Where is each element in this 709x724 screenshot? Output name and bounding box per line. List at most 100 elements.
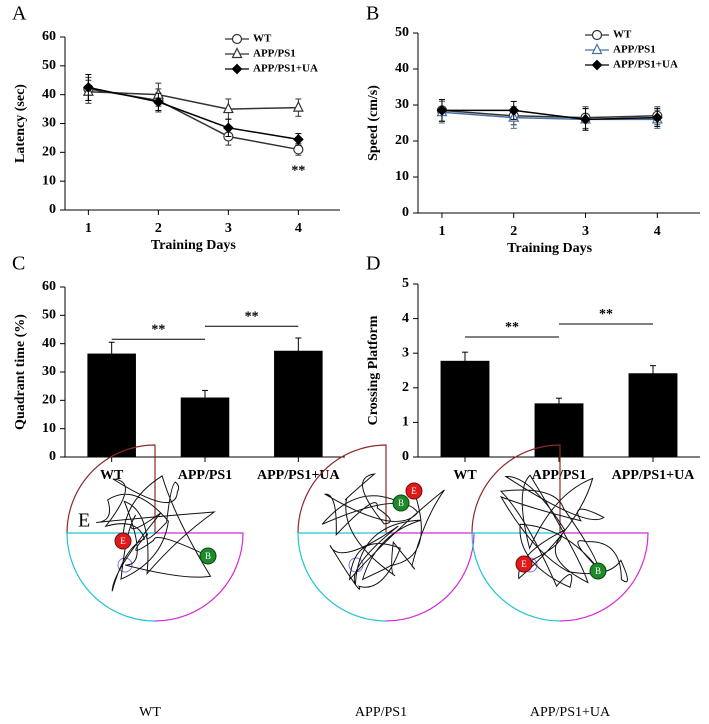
x-tick-label: APP/PS1 <box>178 468 232 483</box>
quadrant-arc <box>154 532 244 622</box>
comparison-label: ** <box>151 322 165 337</box>
y-axis-label: Crossing Platform <box>366 315 381 425</box>
legend-label: APP/PS1+UA <box>253 63 318 75</box>
quadrant-arc <box>471 532 561 622</box>
series-line <box>88 86 299 141</box>
trial-label: WT <box>139 705 161 720</box>
series-line <box>441 109 658 121</box>
series-line <box>88 88 299 151</box>
y-tick-label: 30 <box>42 116 56 131</box>
x-tick-label: WT <box>453 468 477 483</box>
x-tick-label: 4 <box>295 221 302 236</box>
point <box>436 105 448 116</box>
comparison-label: ** <box>505 320 519 335</box>
legend-marker <box>591 59 603 71</box>
quadrant-arc <box>559 532 649 622</box>
series-line <box>441 109 658 119</box>
y-tick-label: 20 <box>42 145 56 160</box>
panel-label: A <box>12 3 27 25</box>
point <box>293 134 304 145</box>
panel-label: D <box>366 253 380 275</box>
start-label: B <box>205 551 211 561</box>
y-tick-label: 50 <box>42 58 56 73</box>
y-axis-label: Latency (sec) <box>13 84 28 163</box>
start-label: B <box>398 498 404 508</box>
y-tick-label: 40 <box>42 87 56 102</box>
x-axis-label: Training Days <box>151 238 236 253</box>
error-bar <box>108 341 115 366</box>
point <box>508 105 520 116</box>
trajectory <box>321 473 445 590</box>
legend-label: WT <box>613 29 632 41</box>
y-tick-label: 0 <box>402 449 409 464</box>
legend-marker <box>591 43 603 55</box>
error-bar <box>556 397 562 410</box>
bar <box>628 373 678 457</box>
start-marker <box>392 494 410 512</box>
point <box>223 122 234 134</box>
end-marker <box>515 555 533 573</box>
point <box>83 82 94 93</box>
start-marker <box>589 562 607 580</box>
point <box>153 96 164 108</box>
end-label: E <box>521 559 527 569</box>
x-tick-label: 4 <box>654 224 661 239</box>
bar <box>274 350 323 457</box>
start-label: B <box>595 566 601 576</box>
x-tick-label: 3 <box>225 221 232 236</box>
end-marker <box>405 482 423 500</box>
legend-marker <box>231 63 243 75</box>
panel-label: C <box>12 253 25 275</box>
y-tick-label: 30 <box>395 97 409 112</box>
y-tick-label: 0 <box>49 449 56 464</box>
x-tick-label: 1 <box>438 224 445 239</box>
legend-marker <box>231 47 243 59</box>
end-label: E <box>411 486 417 496</box>
x-tick-label: 3 <box>582 224 589 239</box>
quadrant-arc <box>471 444 561 534</box>
legend-marker <box>591 29 603 41</box>
quadrant-arc <box>297 444 387 534</box>
y-tick-label: 3 <box>402 345 409 360</box>
error-bar <box>650 365 656 382</box>
y-tick-label: 2 <box>402 380 409 395</box>
error-bar <box>295 337 302 364</box>
comparison-label: ** <box>245 309 259 324</box>
error-bar <box>462 351 468 370</box>
y-tick-label: 1 <box>402 415 409 430</box>
panel-label: E <box>78 510 90 532</box>
y-tick-label: 10 <box>42 173 56 188</box>
y-tick-label: 40 <box>395 61 409 76</box>
x-tick-label: 2 <box>155 221 162 236</box>
bar <box>440 360 490 457</box>
y-tick-label: 20 <box>42 393 56 408</box>
end-label: E <box>120 536 126 546</box>
x-tick-label: APP/PS1+UA <box>612 468 696 483</box>
legend-marker <box>231 33 243 45</box>
trial-label: APP/PS1 <box>355 705 407 720</box>
comparison-label: ** <box>599 307 613 322</box>
y-tick-label: 0 <box>402 205 409 220</box>
y-axis-label: Quadrant time (%) <box>13 314 28 430</box>
annotation: ** <box>291 163 305 178</box>
quadrant-arc <box>66 444 156 534</box>
x-tick-label: 1 <box>85 221 92 236</box>
x-tick-label: APP/PS1+UA <box>257 468 341 483</box>
y-tick-label: 10 <box>42 421 56 436</box>
point <box>293 144 304 155</box>
point <box>222 102 234 114</box>
series-line <box>441 111 658 121</box>
legend-label: APP/PS1+UA <box>613 59 678 71</box>
y-tick-label: 5 <box>402 276 409 291</box>
y-tick-label: 60 <box>42 279 56 294</box>
point <box>651 112 663 123</box>
point <box>580 114 591 125</box>
panel-label: B <box>366 3 379 25</box>
end-marker <box>114 532 132 550</box>
point <box>292 100 304 112</box>
y-tick-label: 20 <box>395 133 409 148</box>
water-maze: BE <box>66 444 244 622</box>
y-tick-label: 0 <box>49 202 56 217</box>
error-bar <box>202 389 208 406</box>
